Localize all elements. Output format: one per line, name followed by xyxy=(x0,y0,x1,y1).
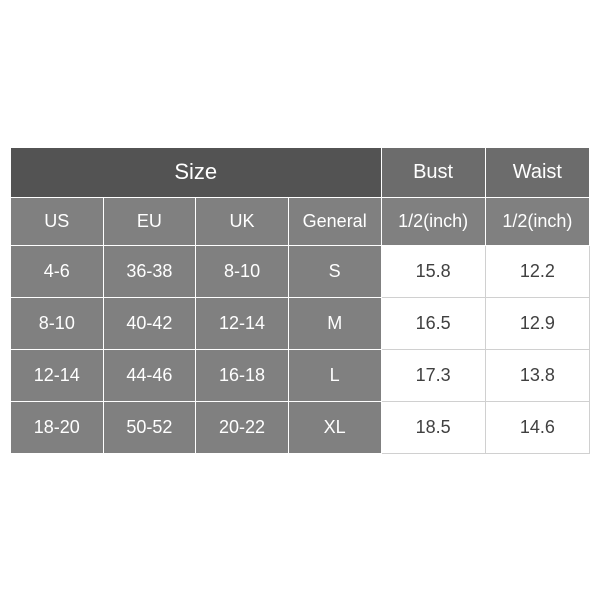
size-chart-table: Size Bust Waist US EU UK General 1/2(inc… xyxy=(10,147,590,454)
header-uk: UK xyxy=(196,197,289,245)
cell-bust: 16.5 xyxy=(381,297,485,349)
table-row: 12-14 44-46 16-18 L 17.3 13.8 xyxy=(11,349,590,401)
cell-uk: 20-22 xyxy=(196,401,289,453)
cell-waist: 14.6 xyxy=(485,401,589,453)
cell-eu: 40-42 xyxy=(103,297,196,349)
header-general: General xyxy=(288,197,381,245)
header-eu: EU xyxy=(103,197,196,245)
header-waist-unit: 1/2(inch) xyxy=(485,197,589,245)
header-row-1: Size Bust Waist xyxy=(11,147,590,197)
cell-eu: 50-52 xyxy=(103,401,196,453)
header-bust: Bust xyxy=(381,147,485,197)
cell-general: L xyxy=(288,349,381,401)
cell-general: M xyxy=(288,297,381,349)
cell-eu: 44-46 xyxy=(103,349,196,401)
cell-eu: 36-38 xyxy=(103,245,196,297)
cell-us: 8-10 xyxy=(11,297,104,349)
cell-us: 12-14 xyxy=(11,349,104,401)
cell-uk: 12-14 xyxy=(196,297,289,349)
cell-general: S xyxy=(288,245,381,297)
cell-waist: 13.8 xyxy=(485,349,589,401)
cell-bust: 18.5 xyxy=(381,401,485,453)
header-size: Size xyxy=(11,147,382,197)
cell-us: 18-20 xyxy=(11,401,104,453)
cell-uk: 8-10 xyxy=(196,245,289,297)
header-bust-unit: 1/2(inch) xyxy=(381,197,485,245)
cell-uk: 16-18 xyxy=(196,349,289,401)
cell-general: XL xyxy=(288,401,381,453)
cell-waist: 12.9 xyxy=(485,297,589,349)
cell-bust: 17.3 xyxy=(381,349,485,401)
header-waist: Waist xyxy=(485,147,589,197)
cell-us: 4-6 xyxy=(11,245,104,297)
cell-waist: 12.2 xyxy=(485,245,589,297)
header-row-2: US EU UK General 1/2(inch) 1/2(inch) xyxy=(11,197,590,245)
table-row: 8-10 40-42 12-14 M 16.5 12.9 xyxy=(11,297,590,349)
cell-bust: 15.8 xyxy=(381,245,485,297)
table-row: 4-6 36-38 8-10 S 15.8 12.2 xyxy=(11,245,590,297)
table-row: 18-20 50-52 20-22 XL 18.5 14.6 xyxy=(11,401,590,453)
header-us: US xyxy=(11,197,104,245)
